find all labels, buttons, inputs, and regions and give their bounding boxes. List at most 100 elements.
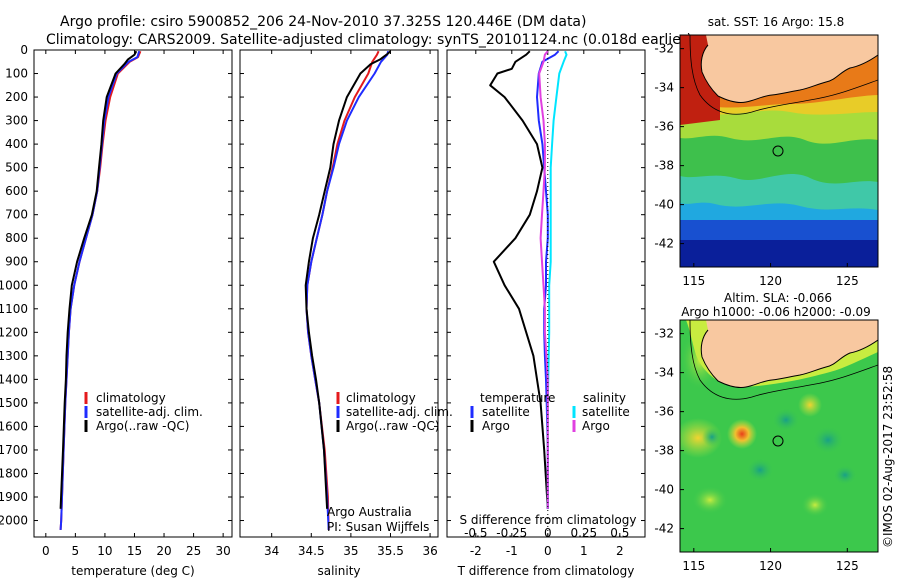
bathymetry-contour — [689, 35, 878, 115]
coastline — [700, 329, 878, 388]
depth-tick-label: 1600 — [0, 419, 28, 433]
map-y-tick-label: -42 — [654, 522, 674, 536]
legend-title-salinity: salinity — [583, 391, 626, 405]
legend-label-t-satellite: satellite — [482, 405, 530, 419]
x-tick-label: 1 — [580, 544, 588, 558]
s-tick-label: -0.5 — [464, 526, 487, 540]
salinity-plot-frame — [239, 49, 439, 538]
depth-tick-label: 100 — [5, 67, 28, 81]
salinity-legend: climatology satellite-adj. clim. Argo(..… — [336, 391, 453, 433]
x-tick-label: -2 — [470, 544, 482, 558]
map-x-tick-label: 115 — [682, 559, 705, 573]
depth-tick-label: 1100 — [0, 302, 28, 316]
legend-label-t-argo: Argo — [482, 419, 510, 433]
t-diff-xlabel: T difference from climatology — [457, 564, 635, 578]
x-tick-label: 36 — [422, 544, 437, 558]
x-tick-label: 2 — [616, 544, 624, 558]
map-x-tick-label: 125 — [836, 559, 859, 573]
depth-axis: 0 100 200 300 400 500 600 700 800 900 1000 1100 1200… — [0, 43, 645, 528]
x-tick-label: 5 — [72, 544, 80, 558]
map-y-tick-label: -38 — [654, 159, 674, 173]
sla-map-axes: 115 120 125 -32 -34 -36 -38 -40 -42 — [654, 327, 858, 573]
x-tick-label: 35.5 — [377, 544, 404, 558]
s-diff-xlabel: S difference from climatology — [460, 513, 637, 527]
legend-label-argo: Argo(..raw -QC) — [346, 419, 439, 433]
depth-tick-label: 1700 — [0, 443, 28, 457]
depth-tick-label: 300 — [5, 114, 28, 128]
temperature-xlabel: temperature (deg C) — [71, 564, 194, 578]
depth-tick-label: 1300 — [0, 349, 28, 363]
x-tick-label: 34 — [264, 544, 279, 558]
map-y-tick-label: -32 — [654, 327, 674, 341]
legend-label-satellite: satellite-adj. clim. — [346, 405, 453, 419]
x-tick-label: 20 — [156, 544, 171, 558]
sla-map-title-2: Argo h1000: -0.06 h2000: -0.09 — [681, 305, 871, 319]
depth-tick-label: 900 — [5, 255, 28, 269]
map-y-tick-label: -38 — [654, 444, 674, 458]
x-tick-label: 0 — [42, 544, 50, 558]
series-line-argo — [304, 50, 392, 509]
x-axes: 0 5 10 15 20 25 30 34 34.5 35 35.5 36 -2 -1 0 1 2 -0.5 -0.… — [42, 50, 629, 558]
coast-land — [690, 320, 878, 388]
depth-tick-label: 200 — [5, 90, 28, 104]
depth-tick-label: 1900 — [0, 490, 28, 504]
sla-map — [680, 320, 878, 552]
depth-tick-label: 2000 — [0, 514, 28, 528]
sst-map-title: sat. SST: 16 Argo: 15.8 — [708, 15, 845, 29]
temperature-plot-frame — [33, 49, 233, 538]
s-tick-label: 0 — [544, 526, 552, 540]
depth-tick-label: 400 — [5, 137, 28, 151]
header-line-2: Climatology: CARS2009. Satellite-adjuste… — [46, 32, 692, 48]
legend-label-s-argo: Argo — [582, 419, 610, 433]
s-tick-label: -0.25 — [496, 526, 527, 540]
x-tick-label: 15 — [127, 544, 142, 558]
map-y-tick-label: -36 — [654, 405, 674, 419]
map-x-tick-label: 120 — [759, 559, 782, 573]
legend-label-s-satellite: satellite — [582, 405, 630, 419]
map-x-tick-label: 125 — [836, 274, 859, 288]
depth-tick-label: 1000 — [0, 278, 28, 292]
s-tick-label: 0.25 — [570, 526, 597, 540]
argo-location-marker — [772, 145, 784, 157]
x-tick-label: 10 — [97, 544, 112, 558]
sst-map-axes: 115 120 125 -32 -34 -36 -38 -40 -42 — [654, 42, 858, 288]
argo-australia-credit: Argo Australia — [327, 505, 412, 519]
x-tick-label: -1 — [506, 544, 518, 558]
sst-map — [680, 35, 878, 267]
series-line-argo — [59, 50, 138, 509]
difference-legend: temperature satellite Argo salinity sate… — [470, 391, 630, 433]
sst-map-frame — [679, 34, 879, 268]
legend-label-climatology: climatology — [346, 391, 416, 405]
x-tick-label: 25 — [186, 544, 201, 558]
depth-tick-label: 1400 — [0, 372, 28, 386]
argo-location-marker — [772, 435, 784, 447]
map-y-tick-label: -40 — [654, 483, 674, 497]
x-tick-label: 0 — [544, 544, 552, 558]
series-line-s-argo — [538, 50, 549, 509]
pi-credit: PI: Susan Wijffels — [327, 520, 429, 534]
sla-map-frame — [679, 319, 879, 553]
x-tick-label: 35 — [343, 544, 358, 558]
depth-tick-label: 1500 — [0, 396, 28, 410]
legend-label-argo: Argo(..raw -QC) — [96, 419, 189, 433]
map-y-tick-label: -34 — [654, 81, 674, 95]
map-x-tick-label: 115 — [682, 274, 705, 288]
coast-land — [680, 35, 878, 103]
x-tick-label: 34.5 — [298, 544, 325, 558]
map-y-tick-label: -36 — [654, 120, 674, 134]
map-x-tick-label: 120 — [759, 274, 782, 288]
depth-tick-label: 0 — [20, 43, 28, 57]
map-y-tick-label: -34 — [654, 366, 674, 380]
depth-tick-label: 800 — [5, 231, 28, 245]
series-line-t-argo — [489, 50, 549, 509]
map-y-tick-label: -32 — [654, 42, 674, 56]
map-y-tick-label: -40 — [654, 198, 674, 212]
legend-label-climatology: climatology — [96, 391, 166, 405]
map-y-tick-label: -42 — [654, 237, 674, 251]
legend-title-temperature: temperature — [480, 391, 555, 405]
depth-tick-label: 1800 — [0, 466, 28, 480]
sla-map-title-1: Altim. SLA: -0.066 — [724, 291, 832, 305]
header-line-1: Argo profile: csiro 5900852_206 24-Nov-2… — [60, 14, 586, 30]
x-tick-label: 30 — [215, 544, 230, 558]
